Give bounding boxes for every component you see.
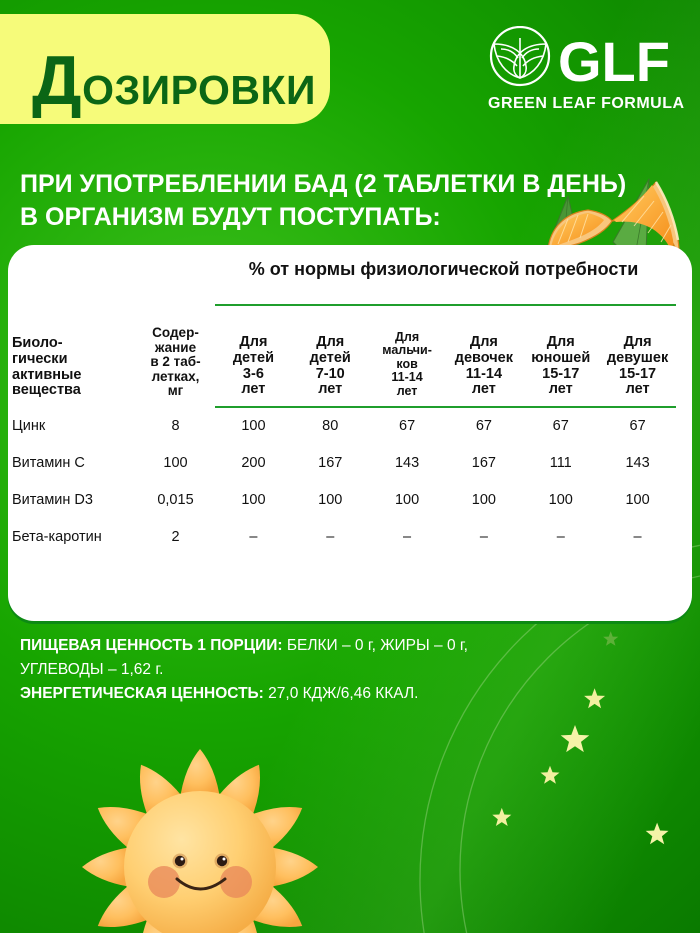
svg-text:GREEN LEAF FORMULA: GREEN LEAF FORMULA (488, 95, 685, 112)
svg-text:GLF: GLF (558, 30, 670, 93)
